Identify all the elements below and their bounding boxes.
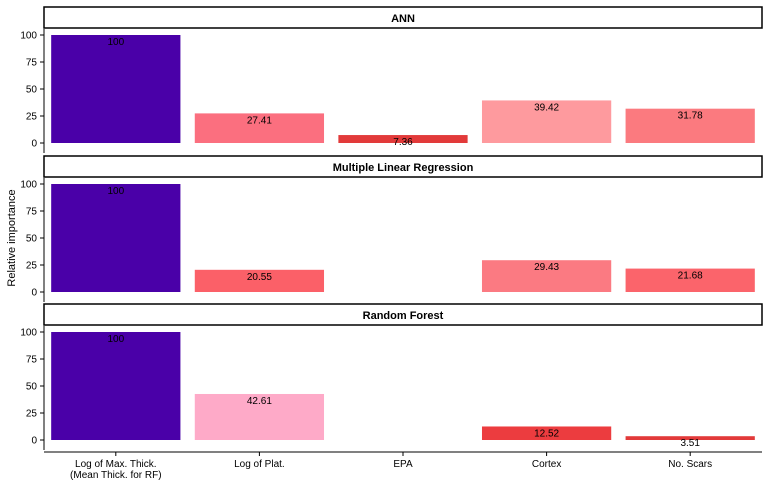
data-label: 21.68 [678, 271, 703, 282]
data-label: 27.41 [247, 115, 272, 126]
x-tick-label: Log of Max. Thick. [75, 459, 157, 470]
y-tick-label: 25 [26, 112, 38, 123]
facet-strip [43, 303, 763, 326]
y-tick-label: 50 [26, 382, 38, 393]
data-label: 39.42 [534, 102, 559, 113]
bar [51, 35, 181, 143]
bar [625, 268, 755, 292]
data-label: 100 [107, 334, 124, 345]
facet-panel: Multiple Linear Regression 0 25 50 75 100 100 2… [20, 155, 763, 302]
y-tick-label: 25 [26, 409, 38, 420]
facet-strip [43, 6, 763, 29]
y-tick-label: 0 [31, 288, 37, 299]
bar [338, 135, 468, 143]
bar [194, 393, 325, 440]
facet-panel: ANN 0 25 50 75 100 100 27.41 7.36 39.42 31.78 [20, 6, 763, 153]
y-tick-label: 25 [26, 261, 38, 272]
y-tick-label: 75 [26, 58, 38, 69]
facet-strip [43, 155, 763, 178]
y-tick-label: 75 [26, 207, 38, 218]
data-label: 20.55 [247, 272, 272, 283]
facet-title: Multiple Linear Regression [333, 162, 474, 174]
bar [194, 269, 325, 292]
facet-title: Random Forest [363, 310, 444, 322]
bar [481, 100, 612, 143]
x-tick-label: No. Scars [668, 459, 712, 470]
data-label: 3.51 [680, 438, 700, 449]
y-tick-label: 100 [20, 31, 37, 42]
y-tick-label: 75 [26, 355, 38, 366]
bar [625, 436, 755, 440]
bar [481, 426, 612, 440]
y-tick-label: 100 [20, 328, 37, 339]
y-tick-label: 0 [31, 139, 37, 150]
bar [481, 260, 612, 292]
bar [625, 108, 755, 143]
bar [51, 184, 181, 292]
x-tick-label: Log of Plat. [234, 459, 285, 470]
x-axis: Log of Max. Thick.(Mean Thick. for RF) Lo… [44, 451, 762, 480]
facet-panel: Random Forest 0 25 50 75 100 100 42.61 12.52 3.51 [20, 303, 763, 450]
x-tick-label: EPA [393, 459, 413, 470]
facet-title: ANN [391, 13, 415, 25]
y-tick-label: 50 [26, 234, 38, 245]
data-label: 29.43 [534, 262, 559, 273]
bar [194, 113, 325, 143]
y-tick-label: 100 [20, 180, 37, 191]
data-label: 7.36 [393, 137, 413, 148]
y-axis-label: Relative importance [6, 189, 18, 286]
x-tick-label: (Mean Thick. for RF) [70, 470, 162, 480]
data-label: 42.61 [247, 396, 272, 407]
y-tick-label: 0 [31, 436, 37, 447]
y-tick-label: 50 [26, 85, 38, 96]
bar [51, 332, 181, 440]
data-label: 100 [107, 37, 124, 48]
data-label: 100 [107, 186, 124, 197]
data-label: 31.78 [678, 111, 703, 122]
x-tick-label: Cortex [532, 459, 561, 470]
data-label: 12.52 [534, 428, 559, 439]
facet-panels: ANN 0 25 50 75 100 100 27.41 7.36 39.42 31.78 Multi… [20, 6, 763, 450]
